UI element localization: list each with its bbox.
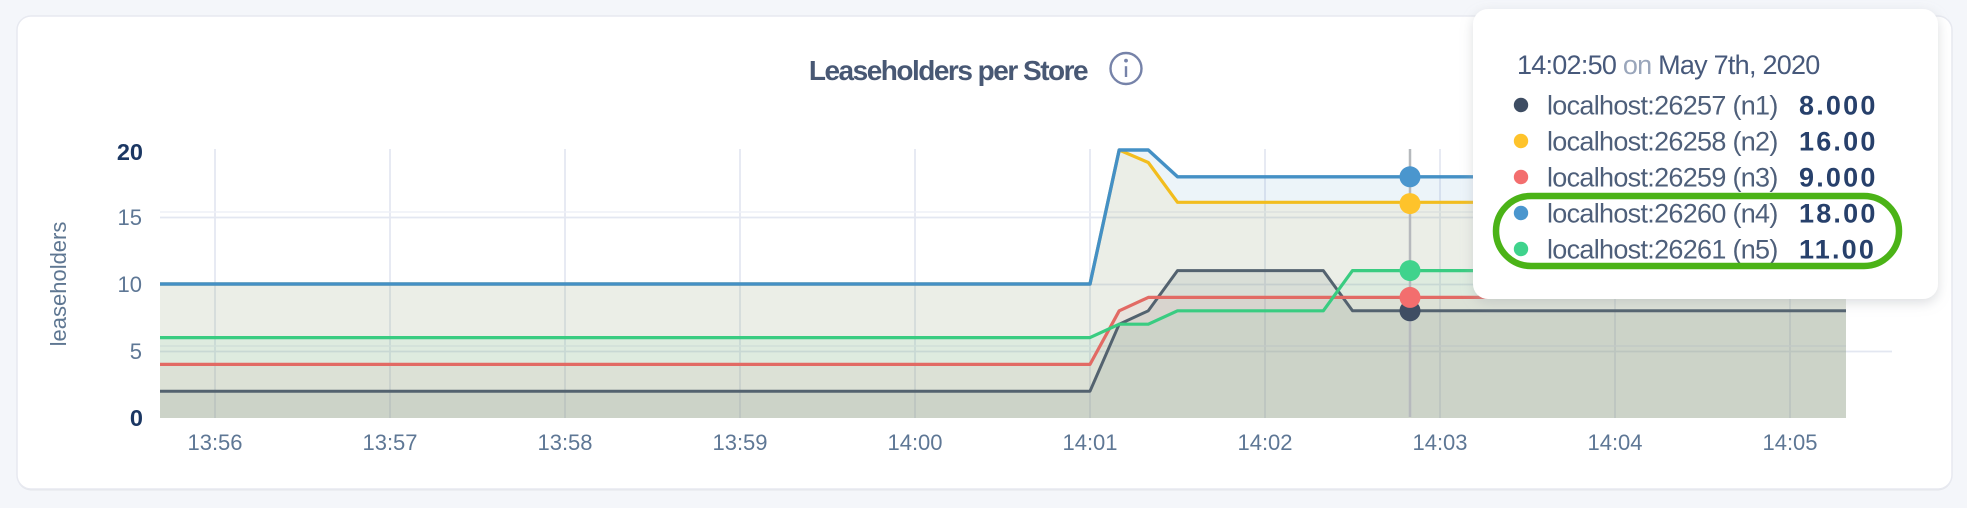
svg-text:11.00: 11.00 (1799, 235, 1876, 265)
svg-text:localhost:26257 (n1): localhost:26257 (n1) (1547, 91, 1778, 121)
svg-text:13:56: 13:56 (187, 430, 242, 455)
svg-text:localhost:26261 (n5): localhost:26261 (n5) (1547, 235, 1778, 265)
svg-text:14:04: 14:04 (1587, 430, 1642, 455)
svg-text:14:02: 14:02 (1237, 430, 1292, 455)
svg-text:15: 15 (118, 205, 142, 230)
svg-text:14:03: 14:03 (1412, 430, 1467, 455)
svg-text:Leaseholders per Store: Leaseholders per Store (809, 55, 1088, 86)
svg-text:13:59: 13:59 (712, 430, 767, 455)
svg-text:13:57: 13:57 (362, 430, 417, 455)
svg-text:14:05: 14:05 (1762, 430, 1817, 455)
svg-text:14:01: 14:01 (1062, 430, 1117, 455)
svg-text:10: 10 (118, 272, 142, 297)
svg-text:9.000: 9.000 (1799, 163, 1878, 193)
svg-text:16.00: 16.00 (1799, 127, 1878, 157)
svg-text:13:58: 13:58 (537, 430, 592, 455)
svg-text:14:00: 14:00 (887, 430, 942, 455)
svg-text:localhost:26259 (n3): localhost:26259 (n3) (1547, 163, 1778, 193)
svg-text:20: 20 (117, 139, 143, 165)
svg-text:localhost:26260 (n4): localhost:26260 (n4) (1547, 199, 1778, 229)
svg-text:leaseholders: leaseholders (46, 222, 71, 347)
svg-text:0: 0 (130, 405, 143, 431)
svg-text:localhost:26258 (n2): localhost:26258 (n2) (1547, 127, 1778, 157)
svg-text:5: 5 (130, 339, 142, 364)
svg-text:18.00: 18.00 (1799, 199, 1878, 229)
svg-text:14:02:50 on May 7th, 2020: 14:02:50 on May 7th, 2020 (1517, 50, 1820, 80)
svg-text:8.000: 8.000 (1799, 91, 1878, 121)
